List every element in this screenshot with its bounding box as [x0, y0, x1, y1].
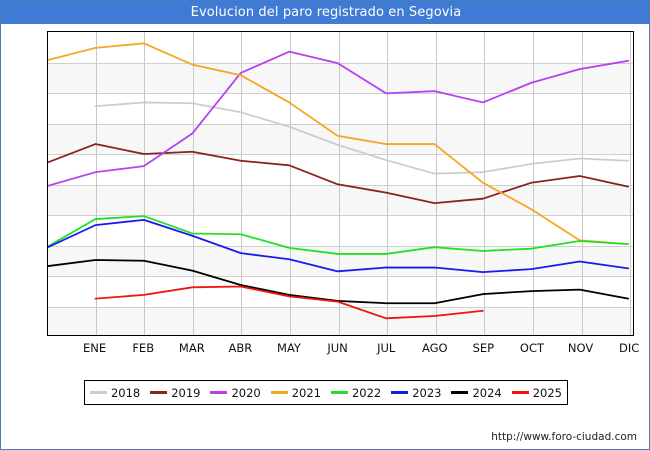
vertical-gridline	[533, 32, 534, 335]
horizontal-gridline	[48, 124, 633, 125]
window-title-bar: Evolucion del paro registrado en Segovia	[1, 1, 649, 24]
series-line-2018	[94, 101, 630, 175]
series-line-2021	[48, 42, 630, 245]
legend-swatch-icon	[511, 391, 529, 394]
series-line-2022	[48, 215, 630, 255]
horizontal-gridline	[48, 307, 633, 308]
vertical-gridline	[290, 32, 291, 335]
series-line-2019	[48, 143, 630, 205]
x-axis-tick-label: DIC	[619, 341, 640, 355]
source-url: http://www.foro-ciudad.com	[491, 431, 637, 443]
vertical-gridline	[96, 32, 97, 335]
plot-band	[48, 306, 633, 335]
horizontal-gridline	[48, 154, 633, 155]
plot-area	[47, 31, 634, 336]
x-axis-tick-label: JUL	[377, 341, 396, 355]
series-line-2023	[48, 218, 630, 274]
series-lines	[48, 42, 630, 320]
vertical-gridline	[339, 32, 340, 335]
legend-label: 2025	[532, 385, 563, 400]
vertical-gridline	[144, 32, 145, 335]
legend-item-2022[interactable]: 2022	[326, 386, 386, 400]
legend-item-2024[interactable]: 2024	[447, 386, 507, 400]
legend-item-2018[interactable]: 2018	[85, 386, 145, 400]
plot-band	[48, 123, 633, 154]
legend-swatch-icon	[150, 391, 168, 394]
legend-label: 2020	[231, 385, 261, 400]
legend-item-2025[interactable]: 2025	[507, 386, 567, 400]
legend-item-2019[interactable]: 2019	[145, 386, 205, 400]
horizontal-gridline	[48, 276, 633, 277]
legend-swatch-icon	[391, 391, 409, 394]
legend-label: 2023	[412, 385, 442, 400]
legend-item-2020[interactable]: 2020	[206, 386, 266, 400]
legend-label: 2024	[472, 385, 502, 400]
x-axis-tick-label: ENE	[83, 341, 107, 355]
legend-item-2021[interactable]: 2021	[266, 386, 326, 400]
plot-band	[48, 184, 633, 215]
legend-swatch-icon	[330, 391, 348, 394]
page-title: Evolucion del paro registrado en Segovia	[190, 5, 462, 20]
legend-label: 2021	[291, 385, 322, 400]
series-line-2020	[48, 50, 630, 187]
legend-swatch-icon	[210, 391, 228, 394]
legend-swatch-icon	[89, 391, 107, 394]
horizontal-gridline	[48, 215, 633, 216]
x-axis-tick-label: FEB	[132, 341, 155, 355]
x-axis-tick-label: MAY	[277, 341, 301, 355]
vertical-gridline	[387, 32, 388, 335]
x-axis-tick-label: OCT	[519, 341, 545, 355]
legend-swatch-icon	[270, 391, 288, 394]
chart-legend: 2018 2019 2020 2021 2022 2023 2024 2025	[84, 380, 568, 405]
horizontal-gridline	[48, 246, 633, 247]
legend-swatch-icon	[451, 391, 469, 394]
series-line-2025	[94, 285, 484, 320]
legend-label: 2019	[171, 385, 201, 400]
x-axis-tick-label: JUN	[327, 341, 348, 355]
plot-band	[48, 62, 633, 93]
series-line-2024	[48, 259, 630, 305]
x-axis-tick-label: ABR	[228, 341, 253, 355]
y-axis: 1600180020002200240026002800300032003400…	[1, 1, 45, 449]
legend-label: 2022	[351, 385, 382, 400]
x-axis-tick-label: NOV	[567, 341, 594, 355]
x-axis-tick-label: AGO	[421, 341, 448, 355]
vertical-gridline	[630, 32, 631, 335]
vertical-gridline	[436, 32, 437, 335]
vertical-gridline	[582, 32, 583, 335]
legend-item-2023[interactable]: 2023	[386, 386, 446, 400]
horizontal-gridline	[48, 63, 633, 64]
x-axis-tick-label: SEP	[472, 341, 495, 355]
horizontal-gridline	[48, 93, 633, 94]
vertical-gridline	[193, 32, 194, 335]
legend-label: 2018	[110, 385, 141, 400]
x-axis-tick-label: MAR	[178, 341, 205, 355]
vertical-gridline	[241, 32, 242, 335]
